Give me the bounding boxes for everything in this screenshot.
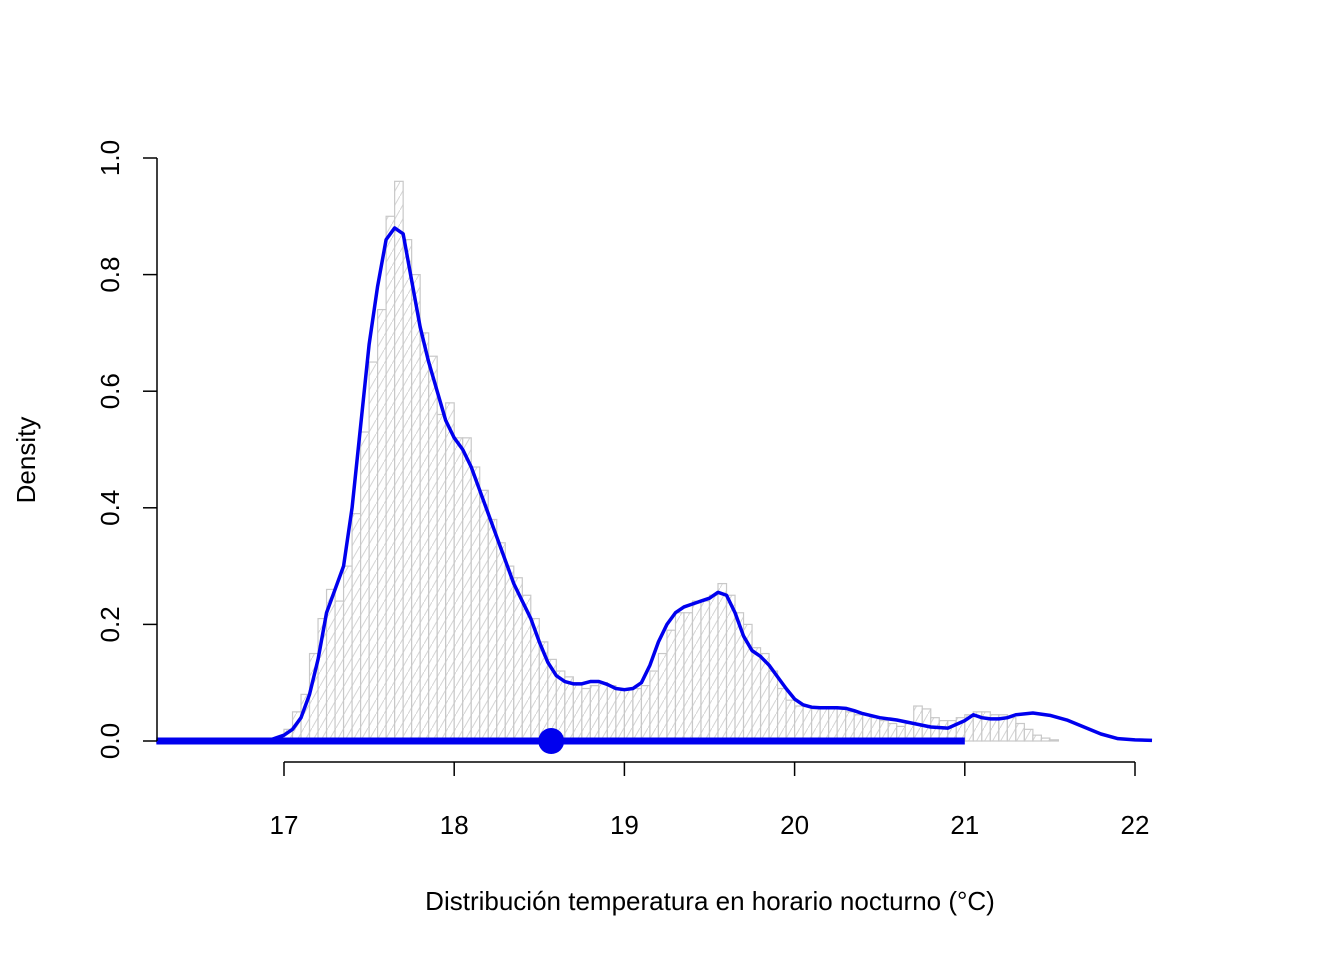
- histogram-bar: [1015, 722, 1025, 742]
- histogram-bar: [725, 594, 736, 742]
- histogram-bar: [836, 708, 847, 742]
- histogram-bar: [632, 687, 643, 742]
- histogram-bar: [1040, 737, 1051, 742]
- histogram-bar: [359, 431, 370, 742]
- histogram-bar: [487, 518, 498, 742]
- histogram-bar: [862, 714, 872, 742]
- histogram-bar: [811, 708, 821, 742]
- histogram-bar: [581, 687, 591, 742]
- histogram-bar: [691, 600, 702, 742]
- x-ticks: 17 18 19 20 21 22: [270, 762, 1150, 840]
- x-tick-label: 22: [1121, 810, 1150, 840]
- histogram-bar: [751, 647, 762, 742]
- y-axis-title: Density: [11, 417, 41, 504]
- histogram-bar: [828, 708, 838, 742]
- histogram-bar: [759, 652, 770, 742]
- histogram-bar: [598, 682, 608, 742]
- range-group: [156, 728, 965, 754]
- histogram-bar: [368, 361, 379, 742]
- histogram-bar: [445, 402, 455, 742]
- histogram-bar: [793, 705, 804, 742]
- y-tick-label: 0.6: [95, 373, 125, 409]
- histogram-bar: [462, 437, 472, 742]
- y-tick-label: 1.0: [95, 140, 125, 176]
- histogram-bar: [666, 629, 677, 742]
- histogram-bar: [479, 489, 489, 742]
- histogram-bar: [419, 332, 430, 742]
- histogram-bar: [385, 215, 396, 742]
- histogram-bar: [589, 685, 600, 742]
- histogram-bar: [1049, 739, 1060, 742]
- histogram-bar: [606, 685, 617, 742]
- histogram-bar: [428, 355, 438, 742]
- x-axis-title: Distribución temperatura en horario noct…: [425, 886, 995, 916]
- histogram-bar: [351, 513, 362, 742]
- histogram-bar: [845, 711, 855, 742]
- histogram-bar: [623, 689, 634, 742]
- histogram: [283, 180, 1060, 742]
- histogram-bar: [700, 600, 711, 742]
- histogram-bar: [785, 699, 796, 742]
- x-tick-label: 19: [610, 810, 639, 840]
- histogram-bar: [853, 714, 864, 742]
- axes: [156, 158, 1135, 763]
- histogram-bar: [1006, 717, 1017, 742]
- histogram-bar: [411, 274, 421, 742]
- y-tick-label: 0.8: [95, 257, 125, 293]
- histogram-bar: [504, 565, 515, 742]
- x-tick-label: 18: [440, 810, 469, 840]
- y-tick-label: 0.2: [95, 606, 125, 642]
- histogram-bar: [572, 682, 583, 742]
- x-tick-label: 17: [270, 810, 299, 840]
- histogram-bar: [708, 594, 719, 742]
- histogram-bar: [649, 670, 660, 742]
- x-tick-label: 20: [780, 810, 809, 840]
- x-tick-label: 21: [950, 810, 979, 840]
- histogram-bar: [342, 565, 353, 742]
- histogram-bar: [768, 670, 779, 742]
- histogram-bar: [640, 685, 651, 742]
- histogram-bar: [564, 676, 574, 742]
- histogram-bar: [496, 542, 506, 742]
- mean-point: [538, 728, 565, 754]
- histogram-bar: [377, 308, 387, 742]
- histogram-bar: [674, 612, 685, 742]
- histogram-bar: [436, 413, 447, 742]
- y-tick-label: 0.0: [95, 723, 125, 759]
- y-ticks: 0.0 0.2 0.4 0.6 0.8 1.0: [95, 140, 157, 759]
- histogram-bar: [717, 582, 728, 742]
- histogram-bar: [1023, 728, 1034, 742]
- histogram-bar: [334, 600, 345, 742]
- histogram-bar: [470, 466, 481, 742]
- y-tick-label: 0.4: [95, 490, 125, 526]
- histogram-bar: [819, 708, 830, 742]
- density-curve: [156, 226, 1153, 743]
- density-curve-group: [156, 226, 1153, 743]
- histogram-bar: [776, 687, 787, 742]
- histogram-bar: [802, 705, 813, 742]
- histogram-bar: [657, 652, 668, 742]
- histogram-bar: [394, 180, 404, 742]
- histogram-bar: [615, 687, 626, 742]
- histogram-bar: [1032, 734, 1042, 742]
- histogram-bar: [453, 437, 464, 742]
- histogram-bar: [683, 612, 694, 742]
- histogram-bar: [402, 239, 413, 742]
